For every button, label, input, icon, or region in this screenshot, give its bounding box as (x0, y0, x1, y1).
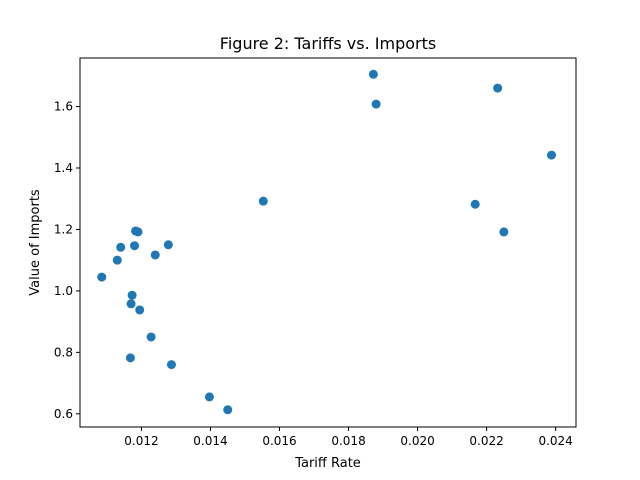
data-point (371, 99, 381, 109)
data-point (368, 69, 378, 79)
x-tick-label: 0.016 (262, 434, 296, 448)
x-axis-label: Tariff Rate (294, 456, 361, 471)
data-point (166, 360, 176, 370)
x-tick-label: 0.018 (331, 434, 365, 448)
y-tick-label: 0.6 (54, 407, 73, 421)
data-point (127, 290, 137, 300)
x-tick-label: 0.014 (193, 434, 227, 448)
data-point (112, 255, 122, 265)
x-tick-label: 0.022 (469, 434, 503, 448)
y-axis-label: Value of Imports (28, 189, 43, 296)
x-tick-label: 0.020 (400, 434, 434, 448)
y-tick-label: 0.8 (54, 345, 73, 359)
data-point (125, 353, 135, 363)
data-point (546, 150, 556, 160)
data-point (223, 405, 233, 415)
data-point (97, 272, 107, 282)
data-point (470, 199, 480, 209)
data-point (116, 242, 126, 252)
data-point (499, 227, 509, 237)
data-point (126, 299, 136, 309)
y-tick-label: 1.2 (54, 222, 73, 236)
y-tick-label: 1.0 (54, 284, 73, 298)
plot-frame (79, 57, 577, 428)
y-axis-ticks: 0.6 0.8 1.0 1.2 1.4 1.6 (54, 100, 80, 421)
chart-title: Figure 2: Tariffs vs. Imports (220, 34, 436, 53)
x-tick-label: 0.012 (124, 434, 158, 448)
points-layer (97, 69, 556, 415)
data-point (204, 392, 214, 402)
data-point (135, 305, 145, 315)
data-point (163, 240, 173, 250)
data-point (258, 196, 268, 206)
data-point (493, 83, 503, 93)
data-point (146, 332, 156, 342)
y-tick-label: 1.4 (54, 161, 73, 175)
data-point (130, 241, 140, 251)
x-axis-ticks: 0.012 0.014 0.016 0.018 0.020 0.022 0.024 (124, 427, 573, 448)
data-point (133, 227, 143, 237)
data-point (150, 250, 160, 260)
y-tick-label: 1.6 (54, 100, 73, 114)
x-tick-label: 0.024 (538, 434, 572, 448)
